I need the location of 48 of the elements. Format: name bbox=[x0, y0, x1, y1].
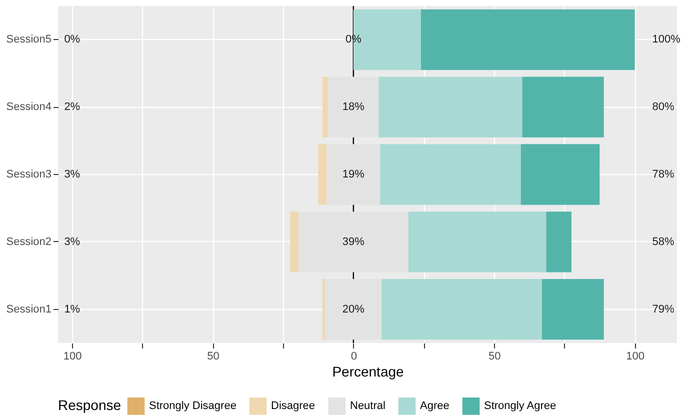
x-tick-label: 50 bbox=[207, 350, 220, 362]
bar bbox=[326, 144, 380, 205]
bar bbox=[322, 278, 326, 340]
y-tick-label: Session5 bbox=[6, 34, 52, 46]
bar bbox=[318, 144, 327, 205]
y-tick-label: Session2 bbox=[6, 236, 52, 248]
y-tick-label: Session4 bbox=[6, 101, 52, 114]
annotation: 19% bbox=[342, 168, 365, 180]
bar bbox=[328, 76, 379, 138]
legend-label: Disagree bbox=[271, 400, 316, 412]
annotation: 80% bbox=[652, 101, 674, 114]
x-tick-label: 0 bbox=[350, 350, 357, 362]
annotation: 58% bbox=[652, 236, 674, 248]
y-tick-label: Session1 bbox=[6, 303, 52, 316]
bar bbox=[322, 76, 328, 138]
legend-label: Agree bbox=[420, 400, 450, 412]
annotation: 2% bbox=[64, 101, 80, 114]
annotation: 20% bbox=[342, 303, 365, 316]
legend-title: Response bbox=[58, 397, 122, 413]
annotation: 0% bbox=[64, 34, 80, 46]
annotation: 3% bbox=[64, 236, 80, 248]
annotation: 3% bbox=[64, 168, 80, 180]
bar bbox=[522, 76, 604, 138]
bar bbox=[546, 212, 572, 272]
x-tick-label: 50 bbox=[488, 350, 501, 362]
annotation: 79% bbox=[652, 303, 674, 316]
annotation: 100% bbox=[652, 34, 681, 46]
bar bbox=[378, 76, 522, 138]
y-tick-label: Session3 bbox=[6, 168, 52, 180]
annotation: 78% bbox=[652, 168, 674, 180]
legend-label: Strongly Agree bbox=[484, 400, 556, 412]
annotation: 1% bbox=[64, 303, 80, 316]
x-axis-title: Percentage bbox=[332, 364, 404, 380]
bar bbox=[408, 212, 546, 272]
annotation: 39% bbox=[342, 236, 365, 248]
bar bbox=[298, 212, 408, 272]
bar bbox=[380, 144, 521, 205]
legend-label: Neutral bbox=[350, 400, 386, 412]
bar bbox=[290, 212, 299, 272]
bar bbox=[542, 278, 604, 340]
x-tick-label: 100 bbox=[63, 350, 82, 362]
bar bbox=[325, 278, 382, 340]
x-tick-label: 100 bbox=[626, 350, 644, 362]
bar bbox=[520, 144, 600, 205]
bar bbox=[382, 278, 542, 340]
annotation: 18% bbox=[342, 101, 365, 114]
bar bbox=[420, 9, 635, 70]
legend-label: Strongly Disagree bbox=[149, 400, 236, 412]
